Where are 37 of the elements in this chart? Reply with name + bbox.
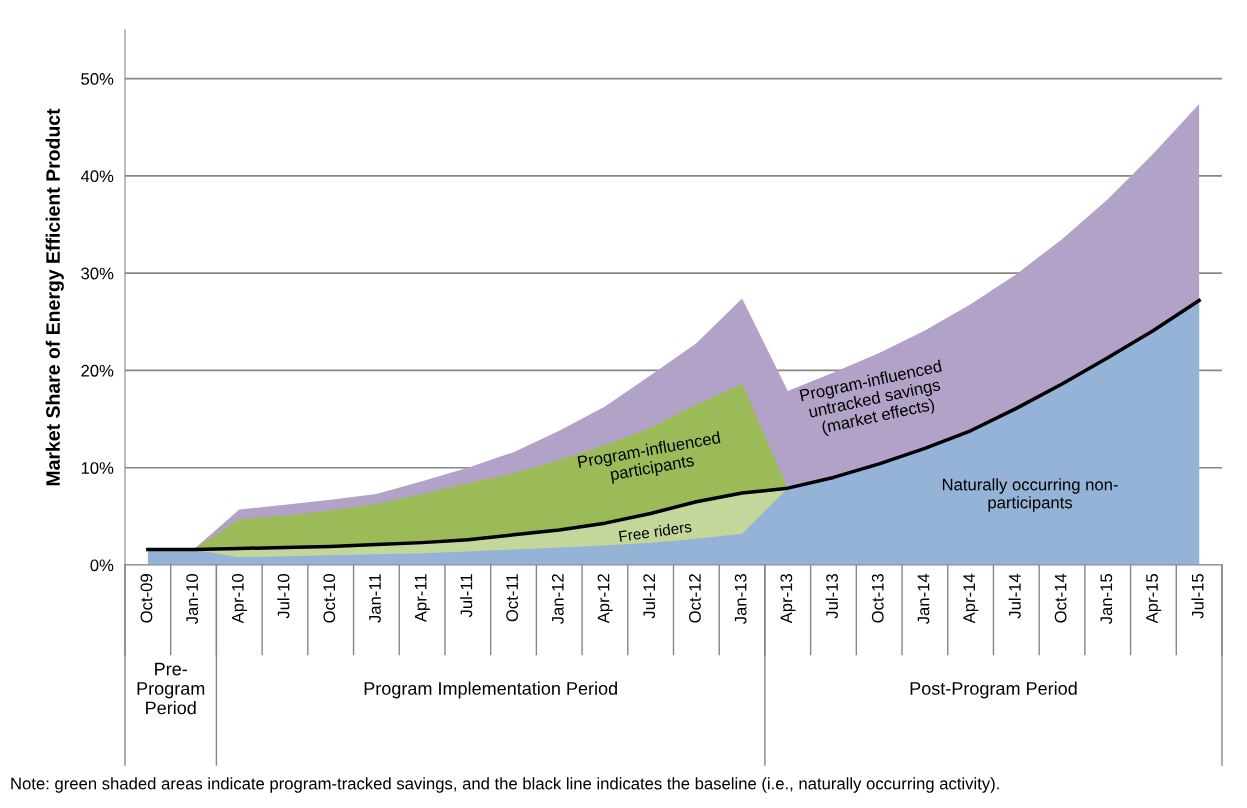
annotation: Naturally occurring non- participants [942,478,1118,512]
x-tick-label: Apr-14 [963,573,979,624]
x-tick-label: Jul-13 [825,574,838,619]
y-tick-label: 0% [90,559,114,572]
y-tick-label: 10% [81,462,114,474]
x-tick-label: Jul-12 [642,574,656,619]
y-axis-title: Market Share of Energy Efficient Product [45,108,64,486]
x-tick-label: Jan-13 [734,574,747,625]
x-tick-label: Oct-13 [871,574,884,623]
y-tick-label: 20% [81,364,114,377]
annotation: Free riders [618,520,692,542]
x-tick-label: Jan-12 [551,574,564,625]
x-tick-label: Apr-11 [414,574,430,623]
x-tick-label: Oct-10 [323,573,336,623]
y-tick-label: 40% [80,170,114,183]
x-tick-label: Apr-13 [780,574,796,624]
x-tick-label: Apr-12 [597,574,613,624]
x-tick-label: Jan-10 [186,573,199,625]
x-tick-label: Oct-11 [506,574,518,622]
x-tick-label: Jul-11 [460,574,473,618]
text: Post-Program Period [910,681,1077,699]
x-tick-label: Apr-10 [231,573,248,624]
x-tick-label: Oct-09 [140,574,153,623]
text: Note: green shaded areas indicate program-tracked savings, and the black line indicates the baseline (i.e., naturally occurring activity). [11,777,999,793]
x-tick-label: Jul-15 [1191,574,1204,619]
x-tick-label: Jan-14 [917,573,930,625]
x-tick-label: Jan-15 [1100,574,1113,625]
x-tick-label: Apr-15 [1146,574,1162,624]
x-tick-label: Jul-14 [1008,573,1021,619]
x-tick-label: Oct-12 [689,574,701,623]
x-tick-label: Jan-11 [369,574,381,623]
y-tick-label: 50% [81,73,114,85]
text: Pre- Program Period [137,662,205,715]
x-tick-label: Jul-10 [277,573,290,619]
text: Program Implementation Period [364,681,617,699]
y-tick-label: 30% [81,267,114,280]
x-tick-label: Oct-14 [1054,573,1067,623]
